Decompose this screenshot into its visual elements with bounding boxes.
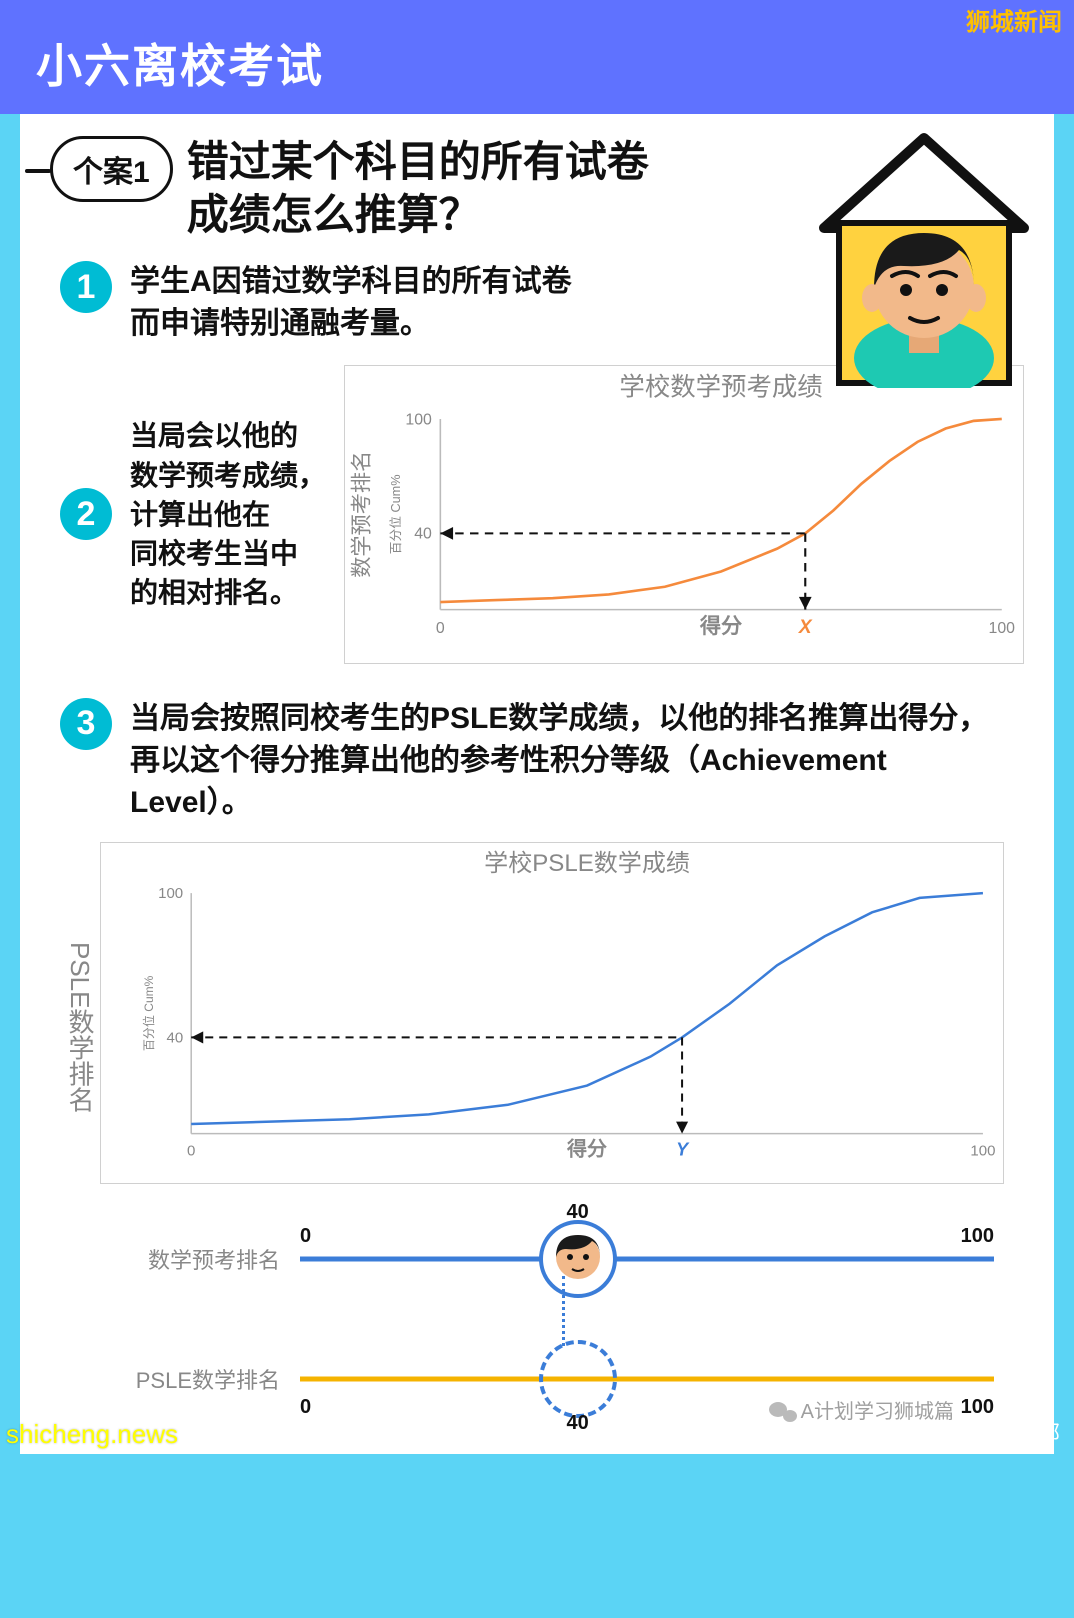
rank-avatar-icon (539, 1220, 617, 1298)
watermark-source: 资料来源：教育部 (884, 1416, 1060, 1448)
step-number-icon: 2 (60, 488, 112, 540)
svg-text:Y: Y (676, 1139, 690, 1159)
rank-avatar-placeholder-icon (539, 1340, 617, 1418)
step-number-icon: 3 (60, 698, 112, 750)
svg-text:0: 0 (187, 1142, 195, 1159)
rank-tick: 40 (566, 1412, 588, 1435)
chart-prelim-math: 学校数学预考成绩 40 100 0 100 得分 数学预考排名百分位 Cum% X (345, 366, 1023, 663)
wechat-icon (769, 1400, 797, 1424)
svg-text:0: 0 (436, 620, 445, 637)
rank-1-label: 数学预考排名 (80, 1243, 280, 1275)
svg-text:得分: 得分 (699, 613, 742, 638)
rank-tick: 100 (961, 1225, 994, 1248)
svg-text:百分位 Cum%: 百分位 Cum% (388, 474, 403, 554)
chart-2-box: 学校PSLE数学成绩 40 100 0 100 得分 百分位 Cum% Y (100, 842, 1004, 1185)
svg-text:X: X (798, 617, 813, 638)
rank-tick: 0 (300, 1225, 311, 1248)
chart-1-box: 学校数学预考成绩 40 100 0 100 得分 数学预考排名百分位 Cum% X (344, 365, 1024, 664)
step-2-row: 2 当局会以他的数学预考成绩，计算出他在同校考生当中的相对排名。 学校数学预考成… (20, 355, 1054, 674)
svg-text:学校数学预考成绩: 学校数学预考成绩 (619, 374, 822, 402)
rank-connector-line (562, 1276, 565, 1346)
case-badge: 个案1 (50, 136, 173, 202)
svg-text:100: 100 (158, 885, 183, 902)
step-1-text: 学生A因错过数学科目的所有试卷而申请特别通融考量。 (130, 261, 572, 345)
case-title: 错过某个科目的所有试卷成绩怎么推算？ (187, 136, 899, 241)
svg-text:40: 40 (166, 1029, 183, 1046)
content-card: 个案1 错过某个科目的所有试卷成绩怎么推算？ 1 学生A因错过数学科目的所有试卷… (20, 114, 1054, 1454)
rank-tick: 0 (300, 1396, 311, 1419)
chart-2-ylabel: PSLE数学排名 (62, 942, 99, 1113)
page-header: 小六离校考试 (0, 0, 1074, 114)
rank-2-label: PSLE数学排名 (80, 1363, 280, 1395)
svg-text:100: 100 (970, 1142, 995, 1159)
chart-psle-math: 学校PSLE数学成绩 40 100 0 100 得分 百分位 Cum% Y (101, 843, 1003, 1184)
svg-text:得分: 得分 (566, 1136, 607, 1160)
svg-text:数学预考排名: 数学预考排名 (349, 451, 373, 578)
watermark-top-right: 狮城新闻 (966, 2, 1062, 37)
svg-text:40: 40 (414, 526, 432, 543)
watermark-bottom-left: shicheng.news (6, 1419, 178, 1450)
svg-text:100: 100 (989, 620, 1016, 637)
step-3: 3 当局会按照同校考生的PSLE数学成绩，以他的排名推算出得分，再以这个得分推算… (20, 674, 1054, 834)
page-title: 小六离校考试 (36, 40, 324, 92)
svg-text:百分位 Cum%: 百分位 Cum% (141, 975, 156, 1051)
svg-text:100: 100 (405, 411, 432, 428)
step-3-text: 当局会按照同校考生的PSLE数学成绩，以他的排名推算出得分，再以这个得分推算出他… (130, 698, 1014, 824)
rank-comparison: 数学预考排名 0 40 100 PSLE数学排名 0 (20, 1204, 1054, 1424)
step-2-text: 当局会以他的数学预考成绩，计算出他在同校考生当中的相对排名。 (130, 416, 326, 612)
svg-text:学校PSLE数学成绩: 学校PSLE数学成绩 (484, 850, 690, 877)
rank-1-line: 0 40 100 (300, 1229, 994, 1289)
step-number-icon: 1 (60, 261, 112, 313)
